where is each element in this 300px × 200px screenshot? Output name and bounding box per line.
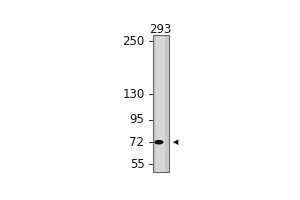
Text: 250: 250	[122, 35, 145, 48]
Bar	[153, 35, 169, 172]
Text: 293: 293	[149, 23, 172, 36]
Text: 55: 55	[130, 158, 145, 171]
Text: 130: 130	[122, 88, 145, 101]
Ellipse shape	[154, 140, 164, 145]
Text: 72: 72	[130, 136, 145, 149]
Bar	[153, 35, 169, 172]
Bar	[156, 35, 165, 172]
Text: 95: 95	[130, 113, 145, 126]
